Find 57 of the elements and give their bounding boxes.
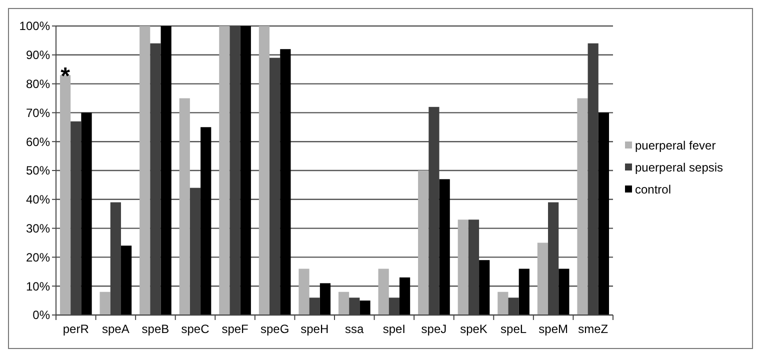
bar xyxy=(81,112,92,315)
bar xyxy=(498,292,508,315)
bar xyxy=(120,246,132,315)
x-tick-label: speF xyxy=(222,322,248,336)
bar xyxy=(399,277,410,315)
x-tick-label: ssa xyxy=(345,322,364,336)
x-tick-label: speK xyxy=(460,322,488,336)
x-tick-label: perR xyxy=(62,322,90,336)
bar xyxy=(458,220,468,315)
bar xyxy=(338,292,350,315)
bar xyxy=(240,26,251,315)
x-tick-label: speC xyxy=(181,322,210,336)
y-tick-label: 90% xyxy=(26,48,50,62)
x-tick-label: speL xyxy=(500,322,527,336)
x-tick-label: speA xyxy=(102,322,130,336)
y-tick-label: 40% xyxy=(26,192,50,207)
bar xyxy=(298,268,310,315)
y-tick-label: 0% xyxy=(32,308,50,322)
bar xyxy=(280,49,291,315)
bar xyxy=(558,268,570,315)
bar xyxy=(598,112,610,315)
bar xyxy=(360,300,370,315)
y-tick-label: 30% xyxy=(26,222,50,236)
x-tick-label: speH xyxy=(300,322,329,336)
bar xyxy=(479,260,490,315)
bar xyxy=(140,26,150,315)
x-tick-label: speG xyxy=(260,322,290,336)
bar xyxy=(179,98,190,315)
annotation: * xyxy=(60,63,71,90)
bar xyxy=(378,268,389,315)
bar xyxy=(100,292,110,315)
bar xyxy=(537,242,548,315)
bar xyxy=(418,170,429,315)
y-tick-label: 10% xyxy=(26,279,50,294)
legend-label: puerperal sepsis xyxy=(635,160,724,175)
legend-label: puerperal fever xyxy=(635,138,716,153)
x-tick-label: speB xyxy=(142,322,170,336)
bar xyxy=(439,179,450,315)
x-tick-label: speJ xyxy=(421,322,447,336)
bar xyxy=(160,26,172,315)
bar xyxy=(577,98,588,315)
legend-label: control xyxy=(635,182,672,197)
y-tick-label: 20% xyxy=(26,250,50,264)
x-tick-label: smeZ xyxy=(578,322,608,336)
bar xyxy=(258,26,270,315)
y-tick-label: 60% xyxy=(26,134,50,149)
bar xyxy=(518,268,530,315)
y-tick-label: 50% xyxy=(26,164,50,178)
y-tick-label: 70% xyxy=(26,106,50,120)
x-tick-label: speM xyxy=(538,322,568,336)
bar xyxy=(320,283,331,315)
bar xyxy=(219,26,230,315)
bar xyxy=(200,127,212,315)
y-tick-label: 100% xyxy=(19,19,50,34)
x-tick-label: speI xyxy=(382,322,406,336)
y-tick-label: 80% xyxy=(26,77,50,91)
bar xyxy=(60,75,71,315)
